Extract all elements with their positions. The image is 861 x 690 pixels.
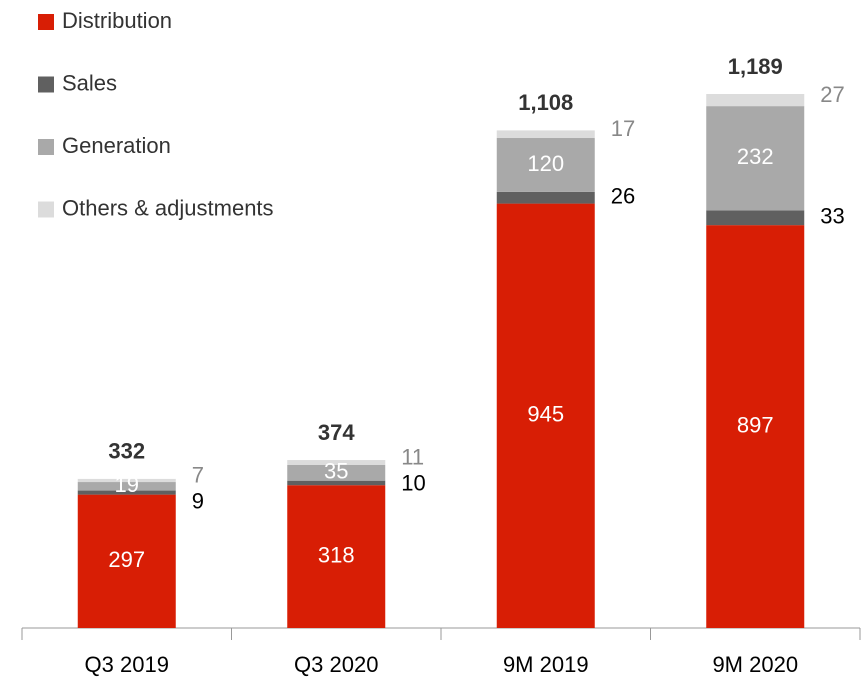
segment-label: 897 xyxy=(737,412,774,437)
legend-label: Sales xyxy=(62,70,117,95)
segment-label: 26 xyxy=(611,184,635,209)
bar-segment xyxy=(287,464,386,481)
segment-label: 35 xyxy=(324,459,348,484)
segment-label: 945 xyxy=(527,402,564,427)
bar-segment xyxy=(77,478,176,483)
total-label: 1,108 xyxy=(518,90,573,115)
bar-segment xyxy=(706,225,805,628)
bar-segment xyxy=(496,191,595,204)
total-label: 374 xyxy=(318,420,355,445)
x-tick-label: Q3 2020 xyxy=(294,652,378,677)
bar-segment xyxy=(496,138,595,192)
bar-segment xyxy=(706,106,805,211)
bar-segment xyxy=(496,130,595,139)
x-tick-label: 9M 2019 xyxy=(503,652,589,677)
bar-segment xyxy=(287,480,386,486)
bar-segment xyxy=(706,210,805,226)
segment-label: 7 xyxy=(192,462,204,487)
bar-segment xyxy=(77,482,176,491)
legend-label: Distribution xyxy=(62,8,172,33)
bar-segment xyxy=(77,494,176,628)
bar-segment xyxy=(77,490,176,495)
total-label: 1,189 xyxy=(728,54,783,79)
legend-swatch xyxy=(38,139,54,155)
bar-segment xyxy=(287,485,386,628)
segment-label: 297 xyxy=(108,547,145,572)
legend-swatch xyxy=(38,76,54,93)
segment-label: 318 xyxy=(318,542,355,567)
segment-label: 19 xyxy=(115,472,139,497)
legend-swatch xyxy=(38,201,54,218)
legend-label: Generation xyxy=(62,133,171,158)
segment-label: 232 xyxy=(737,144,774,169)
x-tick-label: Q3 2019 xyxy=(85,652,169,677)
total-label: 332 xyxy=(108,439,145,464)
segment-label: 120 xyxy=(527,151,564,176)
segment-label: 27 xyxy=(820,82,844,107)
segment-label: 33 xyxy=(820,204,844,229)
bar-segment xyxy=(287,460,386,465)
segment-label: 11 xyxy=(401,444,424,469)
bar-segment xyxy=(706,94,805,107)
x-tick-label: 9M 2020 xyxy=(712,652,798,677)
segment-label: 17 xyxy=(611,116,635,141)
legend-swatch xyxy=(38,14,54,30)
segment-label: 10 xyxy=(401,470,425,495)
segment-label: 9 xyxy=(192,488,204,513)
bar-segment xyxy=(496,203,595,628)
legend-label: Others & adjustments xyxy=(62,195,274,220)
